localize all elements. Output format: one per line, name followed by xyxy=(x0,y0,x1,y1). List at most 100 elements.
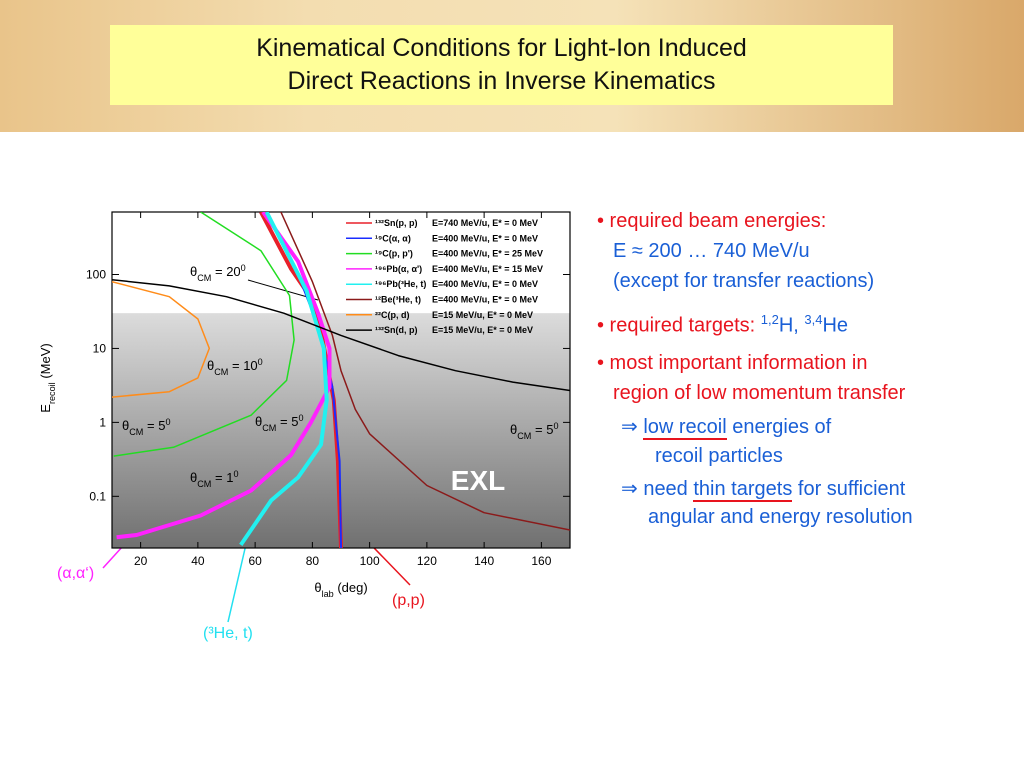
annotation-part: = 5 xyxy=(276,414,298,429)
x-tick-label: 120 xyxy=(417,554,437,568)
legend-name: ¹⁹⁶Pb(³He, t) xyxy=(375,279,426,289)
note-line: • required beam energies: xyxy=(597,210,826,233)
legend-name: ¹³²Sn(p, p) xyxy=(375,218,417,228)
series-line xyxy=(239,212,329,547)
legend-conditions: E=400 MeV/u, E* = 15 MeV xyxy=(432,264,543,274)
legend-name: ¹³²Sn(d, p) xyxy=(375,325,417,335)
annotation-part: θ xyxy=(207,358,214,373)
y-tick-label: 0.1 xyxy=(89,489,106,503)
annotation-part: θ xyxy=(510,422,517,437)
x-tick-label: 160 xyxy=(531,554,551,568)
callout: (α,α‘) xyxy=(57,565,94,582)
annotation-part: CM xyxy=(129,427,143,437)
annotation: θCM = 50 xyxy=(510,421,559,441)
legend-conditions: E=400 MeV/u, E* = 0 MeV xyxy=(432,233,538,243)
y-axis-label-part: recoil xyxy=(47,382,57,404)
note-text: H, xyxy=(778,314,805,337)
legend-conditions: E=400 MeV/u, E* = 0 MeV xyxy=(432,279,538,289)
note-text: 1,2 xyxy=(760,312,779,327)
series-line xyxy=(259,212,343,548)
annotation-part: CM xyxy=(197,273,211,283)
x-tick-label: 140 xyxy=(474,554,494,568)
series-group xyxy=(112,212,570,548)
note-text: E ≈ 200 … 740 MeV/u xyxy=(613,240,810,262)
x-tick-label: 60 xyxy=(248,554,262,568)
note-text: 3,4 xyxy=(804,312,823,327)
series-line xyxy=(112,280,211,398)
callout: (p,p) xyxy=(392,592,425,609)
y-tick-label: 100 xyxy=(86,267,106,281)
note-line: E ≈ 200 … 740 MeV/u xyxy=(613,240,810,263)
legend-name: ¹⁹C(p, p') xyxy=(375,249,413,259)
annotation: θCM = 50 xyxy=(255,413,304,433)
x-tick-label: 80 xyxy=(306,554,320,568)
note-line: (except for transfer reactions) xyxy=(613,270,874,293)
annotation-part: = 1 xyxy=(211,470,233,485)
annotation-part: 0 xyxy=(258,357,263,367)
region-label: EXL xyxy=(451,465,505,496)
note-text: • required targets: xyxy=(597,314,761,337)
legend-name: ¹⁹⁶Pb(α, α') xyxy=(375,264,422,274)
annotation-part: CM xyxy=(214,367,228,377)
annotation-part: θ xyxy=(190,264,197,279)
x-tick-label: 40 xyxy=(191,554,205,568)
note-line: • required targets: 1,2H, 3,4He xyxy=(597,312,848,338)
series-line xyxy=(113,212,295,457)
y-axis-label: Erecoil (MeV) xyxy=(38,343,57,412)
note-line: • most important information in xyxy=(597,352,867,375)
x-axis-label-part: lab xyxy=(322,589,334,599)
y-tick-label: 10 xyxy=(93,341,107,355)
series-line xyxy=(280,212,570,531)
annotation-part: 0 xyxy=(165,417,170,427)
annotation: θCM = 100 xyxy=(207,357,263,377)
note-text: energies of xyxy=(726,416,832,438)
note-text: angular and energy resolution xyxy=(648,506,913,528)
note-text: (except for transfer reactions) xyxy=(613,270,875,292)
annotation-part: 0 xyxy=(553,421,558,431)
note-text: ⇒ need xyxy=(621,478,694,500)
legend-conditions: E=15 MeV/u, E* = 0 MeV xyxy=(432,310,533,320)
annotation-part: CM xyxy=(517,431,531,441)
y-axis-label-part: E xyxy=(38,404,53,413)
annotation-part: 0 xyxy=(298,413,303,423)
annotation: θCM = 10 xyxy=(190,469,239,489)
note-line: recoil particles xyxy=(655,445,783,468)
annotation-part: 0 xyxy=(233,469,238,479)
note-text: low recoil xyxy=(643,416,727,440)
annotation-part: = 5 xyxy=(143,418,165,433)
annotation-part: = 5 xyxy=(531,422,553,437)
note-text: recoil particles xyxy=(655,445,783,467)
annotation: θCM = 200 xyxy=(190,263,246,283)
annotation-part: θ xyxy=(255,414,262,429)
series-line xyxy=(116,212,332,540)
y-tick-label: 1 xyxy=(99,415,106,429)
annotation-part: CM xyxy=(197,479,211,489)
note-line: region of low momentum transfer xyxy=(613,382,905,405)
note-text: region of low momentum transfer xyxy=(613,382,906,404)
series-line xyxy=(112,278,570,392)
x-tick-label: 100 xyxy=(360,554,380,568)
legend-conditions: E=15 MeV/u, E* = 0 MeV xyxy=(432,325,533,335)
legend-conditions: E=740 MeV/u, E* = 0 MeV xyxy=(432,218,538,228)
annotation-part: θ xyxy=(190,470,197,485)
note-line: angular and energy resolution xyxy=(648,506,913,529)
x-axis-label-part: (deg) xyxy=(334,580,368,595)
note-line: ⇒ low recoil energies of xyxy=(621,414,832,440)
y-axis-label-part: (MeV) xyxy=(38,343,53,382)
note-text: • required beam energies: xyxy=(597,210,827,232)
annotation-part: = 20 xyxy=(211,264,240,279)
legend-conditions: E=400 MeV/u, E* = 25 MeV xyxy=(432,249,543,259)
title-line: Direct Reactions in Inverse Kinematics xyxy=(287,67,716,95)
note-text: ⇒ xyxy=(621,416,644,438)
note-text: He xyxy=(822,314,849,337)
x-axis-label: θlab (deg) xyxy=(314,580,367,599)
legend-name: ²²C(p, d) xyxy=(375,310,409,320)
x-tick-label: 20 xyxy=(134,554,148,568)
annotation-part: = 10 xyxy=(228,358,257,373)
legend-name: ¹⁹C(α, α) xyxy=(375,233,411,243)
legend-conditions: E=400 MeV/u, E* = 0 MeV xyxy=(432,295,538,305)
annotation-part: CM xyxy=(262,423,276,433)
note-line: ⇒ need thin targets for sufficient xyxy=(621,476,905,502)
